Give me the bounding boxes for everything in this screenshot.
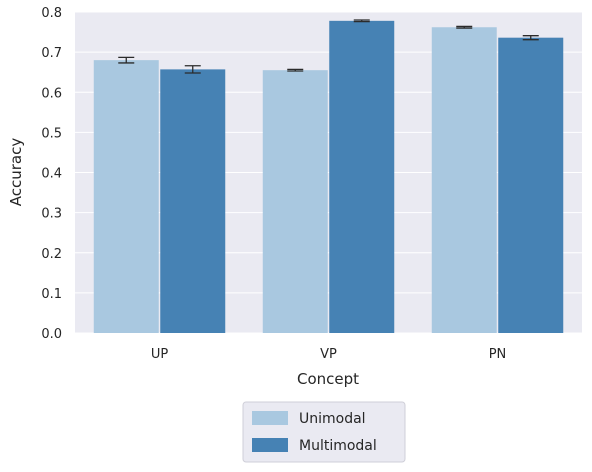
grid-lines bbox=[75, 11, 582, 334]
legend-label-multimodal: Multimodal bbox=[299, 438, 377, 454]
error-bars bbox=[118, 19, 539, 74]
legend-swatch-multimodal bbox=[252, 438, 288, 452]
y-tick-label: 0.3 bbox=[41, 207, 62, 222]
bar bbox=[498, 37, 564, 334]
bar bbox=[329, 20, 395, 333]
x-tick-label: VP bbox=[320, 347, 337, 362]
legend: Unimodal Multimodal bbox=[242, 401, 406, 463]
x-tick-label: UP bbox=[151, 347, 169, 362]
y-tick-label: 0.8 bbox=[41, 6, 62, 21]
y-tick-label: 0.7 bbox=[41, 46, 62, 61]
bars bbox=[93, 20, 564, 334]
y-axis-ticks: 0.0 0.1 0.2 0.3 0.4 0.5 0.6 0.7 0.8 bbox=[41, 6, 62, 342]
y-tick-label: 0.0 bbox=[41, 327, 62, 342]
x-axis-ticks: UP VP PN bbox=[151, 347, 506, 362]
y-tick-label: 0.5 bbox=[41, 126, 62, 141]
bar bbox=[262, 70, 328, 334]
bar bbox=[160, 69, 226, 333]
x-axis-title: Concept bbox=[297, 370, 359, 388]
bar bbox=[431, 27, 497, 334]
y-tick-label: 0.1 bbox=[41, 287, 62, 302]
y-tick-label: 0.2 bbox=[41, 247, 62, 262]
y-tick-label: 0.4 bbox=[41, 167, 62, 182]
y-tick-label: 0.6 bbox=[41, 86, 62, 101]
y-axis-title: Accuracy bbox=[7, 138, 25, 207]
legend-label-unimodal: Unimodal bbox=[299, 411, 366, 427]
x-tick-label: PN bbox=[489, 347, 507, 362]
legend-swatch-unimodal bbox=[252, 411, 288, 425]
bar bbox=[93, 60, 159, 334]
